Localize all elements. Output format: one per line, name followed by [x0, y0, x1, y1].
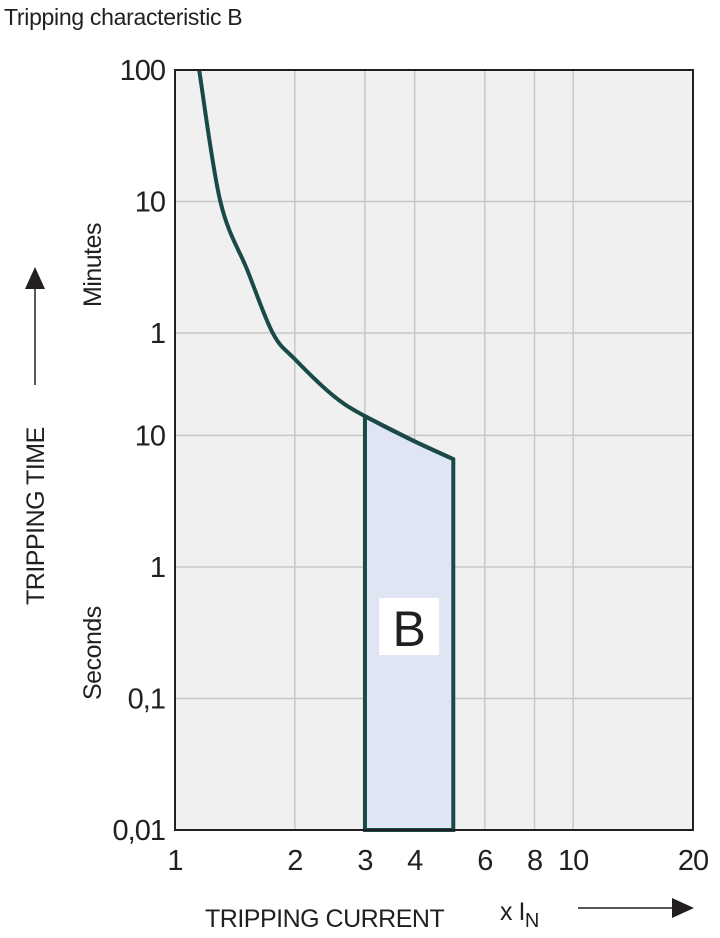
marks: B [174, 69, 694, 832]
y-unit-seconds: Seconds [79, 606, 107, 700]
y-tick-label: 1 [150, 318, 165, 350]
x-tick-label: 20 [678, 845, 708, 877]
x-tick-label: 10 [558, 845, 588, 877]
x-axis-unit-text: x I [500, 898, 525, 926]
y-axis-label: TRIPPING TIME [22, 427, 50, 605]
x-tick-label: 4 [407, 845, 423, 877]
y-tick-label: 10 [135, 420, 165, 452]
x-tick-label: 2 [287, 845, 302, 877]
y-tick-label: 100 [120, 55, 165, 87]
x-axis-unit-subscript: N [525, 910, 539, 932]
tripping-curve [197, 69, 455, 461]
y-tick-label: 0,01 [113, 815, 165, 847]
x-tick-label: 3 [357, 845, 372, 877]
y-tick-label: 1 [150, 552, 165, 584]
chart-title: Tripping characteristic B [4, 4, 243, 30]
region-label-box [379, 598, 440, 655]
x-axis-label: TRIPPING CURRENT [205, 905, 444, 933]
y-tick-label: 10 [135, 187, 165, 219]
tick-labels: 1 2 3 4 6 8 10 20 100 10 1 10 1 0,1 0,01 [113, 55, 710, 877]
x-tick-label: 1 [167, 845, 182, 877]
y-tick-label: 0,1 [128, 683, 165, 715]
x-axis-unit: x IN [500, 898, 539, 932]
x-tick-label: 8 [527, 845, 542, 877]
region-label: B [392, 601, 425, 657]
axis-labels: TRIPPING CURRENT x IN TRIPPING TIME Minu… [22, 223, 694, 933]
x-axis-arrow-head [672, 898, 694, 918]
y-axis-arrow-head [25, 267, 45, 289]
y-unit-minutes: Minutes [79, 223, 107, 307]
x-tick-label: 6 [477, 845, 492, 877]
plot-frame [174, 69, 694, 831]
